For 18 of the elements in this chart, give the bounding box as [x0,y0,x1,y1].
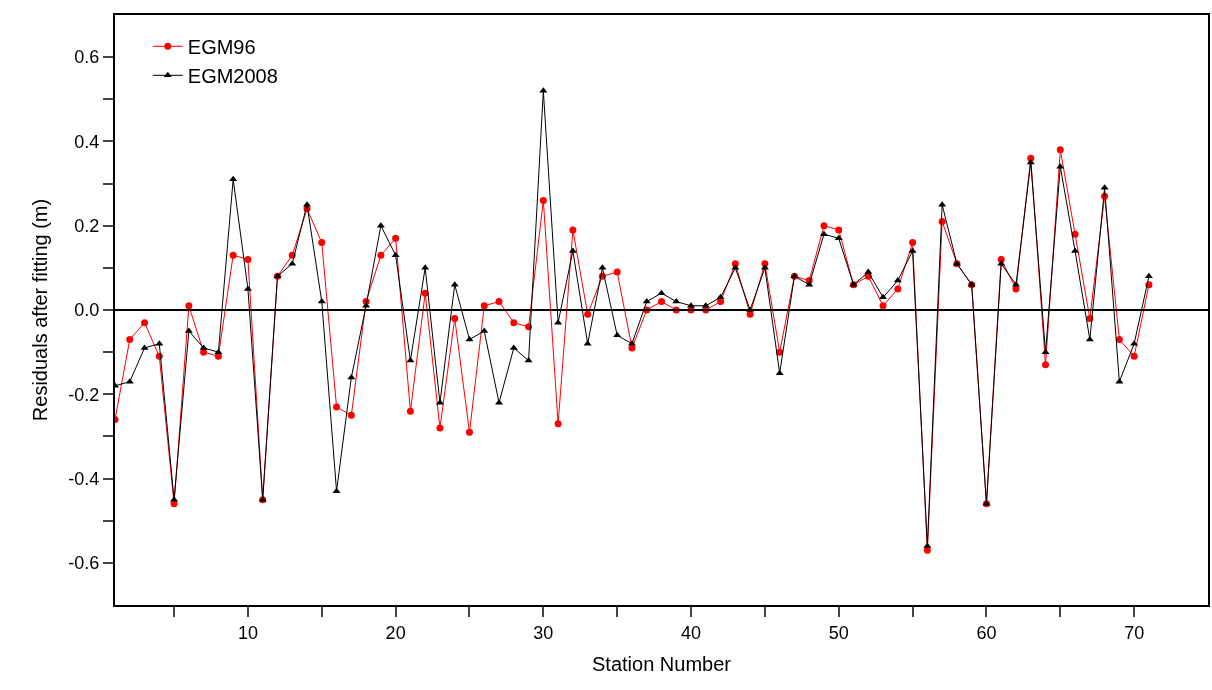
x-tick-label: 10 [237,622,258,643]
y-tick-label: 0.2 [74,216,100,237]
x-tick-label: 60 [976,622,997,643]
y-tick-label: 0.6 [74,47,100,68]
y-tick-label: -0.2 [68,384,100,405]
x-tick-label: 20 [385,622,406,643]
legend-label: EGM96 [187,36,256,59]
x-tick-label: 50 [828,622,849,643]
x-tick-label: 30 [533,622,554,643]
x-tick-label: 40 [681,622,702,643]
y-tick-label: -0.6 [68,553,100,574]
y-axis-title: Residuals after fitting (m) [29,198,52,422]
y-tick-label: 0.0 [74,300,100,321]
y-tick-label: 0.4 [74,131,100,152]
x-axis-title: Station Number [592,652,732,675]
y-tick-label: -0.4 [68,468,100,489]
legend-label: EGM2008 [187,65,278,88]
x-tick-label: 70 [1124,622,1145,643]
